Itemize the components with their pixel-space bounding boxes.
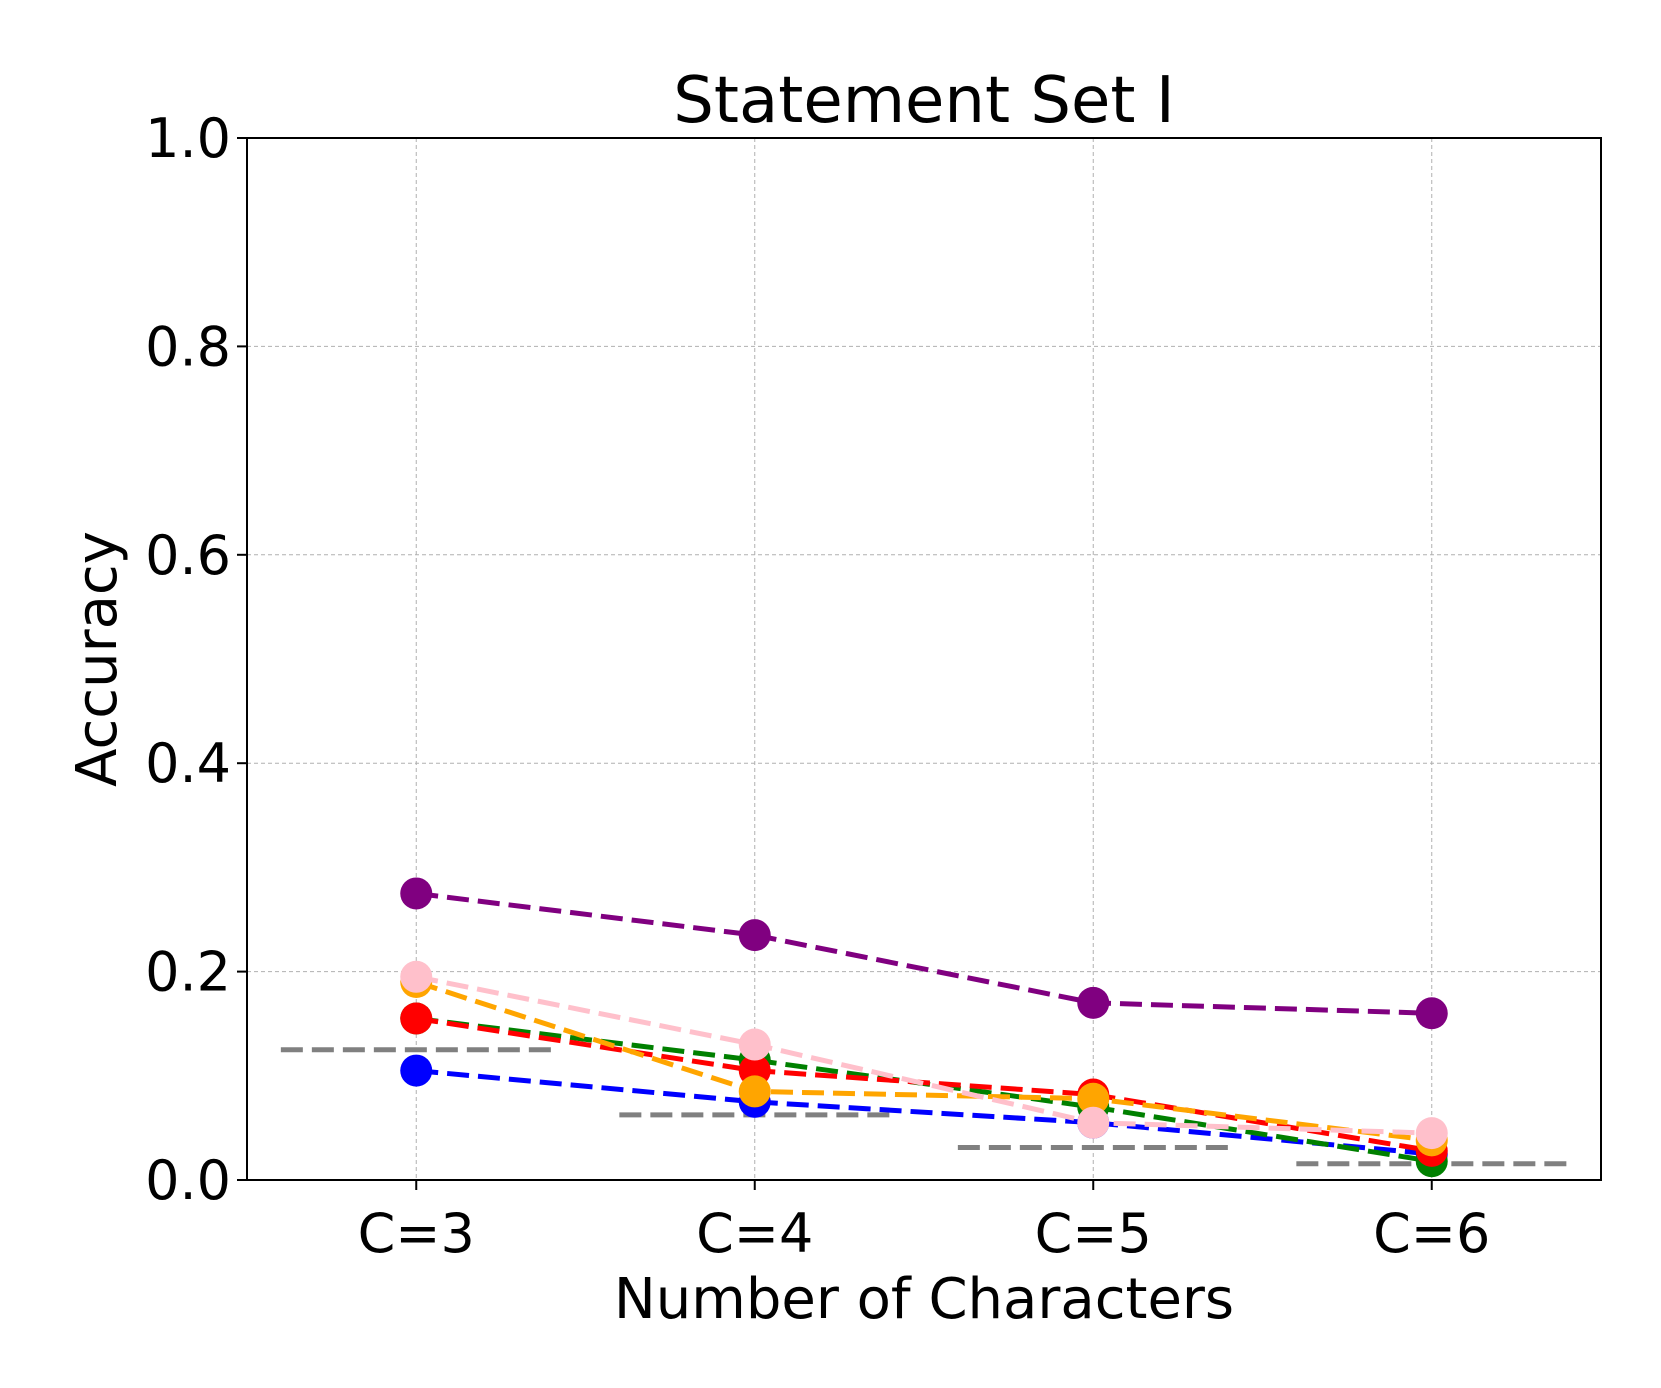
y-axis-label: Accuracy bbox=[65, 531, 130, 787]
plot-area-frame bbox=[246, 137, 1602, 1181]
x-tick-label: C=6 bbox=[1373, 1202, 1490, 1265]
data-point bbox=[1415, 1117, 1448, 1150]
series-group bbox=[400, 877, 1448, 1030]
y-tick-label: 1.0 bbox=[145, 107, 231, 170]
y-tick-label: 0.0 bbox=[145, 1149, 231, 1212]
x-tick-label: C=4 bbox=[696, 1202, 813, 1265]
data-point bbox=[738, 919, 771, 952]
y-tick-label: 0.4 bbox=[145, 732, 231, 795]
series-group bbox=[400, 960, 1448, 1150]
series-group bbox=[400, 1054, 1448, 1170]
data-point bbox=[400, 1002, 433, 1035]
y-tick-label: 0.6 bbox=[145, 524, 231, 587]
data-point bbox=[1077, 1106, 1110, 1139]
data-series bbox=[400, 877, 1448, 1178]
x-axis-label: Number of Characters bbox=[614, 1267, 1234, 1332]
series-line bbox=[415, 1016, 1433, 1164]
data-point bbox=[400, 1054, 433, 1087]
data-point bbox=[400, 960, 433, 993]
chart-title: Statement Set I bbox=[673, 64, 1174, 138]
y-tick-label: 0.2 bbox=[145, 941, 231, 1004]
data-point bbox=[400, 877, 433, 910]
data-point bbox=[738, 1028, 771, 1061]
x-tick-label: C=3 bbox=[358, 1202, 475, 1265]
series-line bbox=[415, 974, 1432, 1136]
axis-ticks: 0.0 0.2 0.4 0.6 0.8 1.0 C=3 C=4 C=5 C=6 bbox=[145, 107, 1490, 1265]
data-point bbox=[1077, 986, 1110, 1019]
data-point bbox=[1415, 997, 1448, 1030]
data-point bbox=[1077, 1082, 1110, 1115]
x-tick-label: C=5 bbox=[1035, 1202, 1152, 1265]
y-tick-label: 0.8 bbox=[145, 315, 231, 378]
series-line bbox=[416, 1068, 1432, 1157]
data-point bbox=[738, 1075, 771, 1108]
series-group bbox=[400, 1002, 1448, 1178]
series-line bbox=[415, 1016, 1433, 1154]
series-line bbox=[415, 890, 1432, 1016]
